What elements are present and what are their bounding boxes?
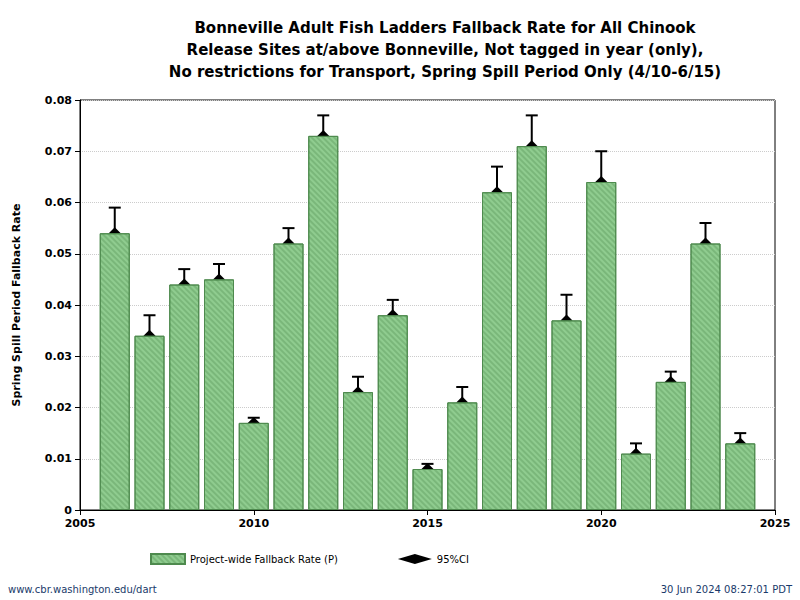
svg-text:0.05: 0.05 xyxy=(45,247,72,260)
svg-text:0.08: 0.08 xyxy=(45,94,72,107)
svg-text:95%CI: 95%CI xyxy=(437,554,469,565)
svg-text:0.03: 0.03 xyxy=(45,350,72,363)
svg-text:30 Jun 2024 08:27:01 PDT: 30 Jun 2024 08:27:01 PDT xyxy=(661,584,793,595)
svg-text:Spring Spill Period Fallback R: Spring Spill Period Fallback Rate xyxy=(10,204,23,407)
svg-text:0.06: 0.06 xyxy=(45,196,72,209)
svg-text:0.04: 0.04 xyxy=(45,299,72,312)
svg-text:0: 0 xyxy=(64,504,72,517)
svg-text:Bonneville Adult Fish Ladders: Bonneville Adult Fish Ladders Fallback R… xyxy=(194,19,696,37)
svg-text:Release Sites at/above Bonnevi: Release Sites at/above Bonneville, Not t… xyxy=(187,41,704,59)
svg-text:No restrictions for Transport,: No restrictions for Transport, Spring Sp… xyxy=(169,63,721,81)
svg-text:2015: 2015 xyxy=(412,517,443,530)
svg-text:2005: 2005 xyxy=(65,517,96,530)
svg-text:2020: 2020 xyxy=(586,517,617,530)
svg-text:2025: 2025 xyxy=(760,517,791,530)
svg-text:2010: 2010 xyxy=(238,517,269,530)
svg-text:0.07: 0.07 xyxy=(45,145,72,158)
svg-text:www.cbr.washington.edu/dart: www.cbr.washington.edu/dart xyxy=(8,584,157,595)
svg-text:0.02: 0.02 xyxy=(45,401,72,414)
svg-text:Project-wide Fallback Rate (P): Project-wide Fallback Rate (P) xyxy=(190,554,338,565)
svg-text:0.01: 0.01 xyxy=(45,452,72,465)
